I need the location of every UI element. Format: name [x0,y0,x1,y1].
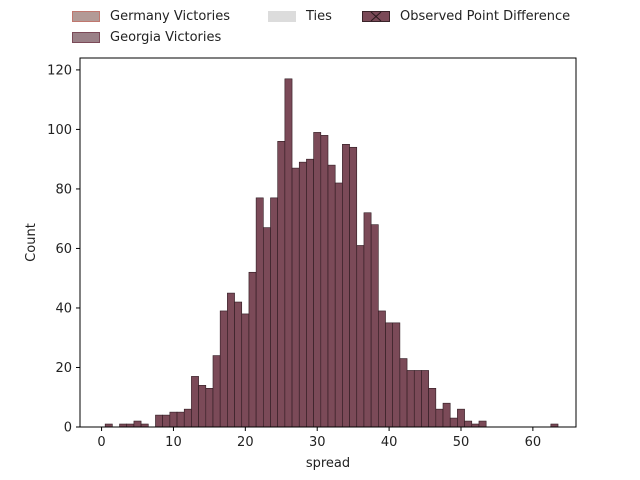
histogram-bar [406,370,415,428]
histogram-bar [399,358,408,428]
legend-label-germany: Germany Victories [110,9,231,24]
legend-label-observed: Observed Point Difference [400,9,571,24]
histogram-bar [155,414,163,428]
histogram-bar [363,212,372,428]
legend: Germany Victories Georgia Victories Ties… [0,6,640,50]
histogram-bar [320,135,329,428]
histogram-bar [219,310,228,428]
histogram-bar [212,355,221,428]
histogram-bar [457,408,465,428]
y-tick-label: 0 [64,421,72,436]
y-tick-label: 80 [55,182,72,197]
histogram-bar [262,227,271,428]
legend-item-georgia: Georgia Victories [72,30,221,45]
histogram-bar [342,144,350,428]
histogram-bar [413,370,422,428]
histogram-bar [428,388,437,428]
x-tick-label: 40 [381,435,398,450]
x-tick-label: 50 [453,435,470,450]
histogram-bar [191,376,199,428]
histogram-bar [478,420,487,428]
histogram-bar [133,420,142,428]
plot-frame [79,57,577,428]
legend-item-ties: Ties [268,9,332,24]
y-tick-label: 120 [47,63,72,78]
histogram-bar [306,158,314,428]
histogram-bar [284,78,293,428]
histogram-bar [205,388,214,428]
x-tick-label: 30 [309,435,326,450]
histogram-bar [162,414,171,428]
x-tick-label: 0 [97,435,105,450]
histogram-bar [234,301,243,428]
y-tick-label: 20 [55,361,72,376]
histogram-bar [334,182,343,428]
histogram-bar [442,402,451,428]
legend-swatch-ties [268,11,296,22]
y-tick-label: 100 [47,123,72,138]
histogram-bar [176,411,185,428]
y-axis-ticks: 0 20 40 60 80 100 120 [47,63,80,436]
histogram-bar [277,141,286,428]
legend-label-ties: Ties [306,9,332,24]
histogram-bar [248,271,257,428]
histogram-bar [255,197,264,428]
histogram-bar [298,161,307,428]
x-axis-label: spread [306,456,350,471]
histogram-bars [104,78,559,428]
histogram-bar [378,310,386,428]
histogram-bar [449,417,458,428]
histogram-bar [291,167,300,428]
x-tick-label: 60 [525,435,542,450]
histogram-bar [356,245,365,428]
legend-item-observed: Observed Point Difference [362,9,570,24]
x-tick-label: 10 [165,435,182,450]
y-axis-label: Count [24,223,39,262]
histogram-bar [392,322,401,428]
y-tick-label: 60 [55,242,72,257]
histogram-bar [313,132,322,428]
histogram-bar [241,313,250,428]
histogram-bar [349,146,358,428]
x-tick-label: 20 [237,435,254,450]
legend-swatch-georgia [72,32,100,43]
legend-item-germany: Germany Victories [72,9,230,24]
histogram-bar [183,408,192,428]
histogram-bar [464,420,473,428]
histogram-bar [227,292,235,428]
legend-swatch-germany [72,11,100,22]
legend-swatch-observed [362,11,390,22]
histogram-bar [385,322,394,428]
histogram-bar [270,197,278,428]
histogram-bar [421,370,429,428]
histogram-bar [169,411,178,428]
histogram-bar [327,164,336,428]
histogram-bar [198,385,207,428]
x-axis-ticks: 0 10 20 30 40 50 60 [97,427,541,450]
histogram-bar [435,408,444,428]
legend-label-georgia: Georgia Victories [110,30,222,45]
histogram-bar [370,224,379,428]
y-tick-label: 40 [55,301,72,316]
